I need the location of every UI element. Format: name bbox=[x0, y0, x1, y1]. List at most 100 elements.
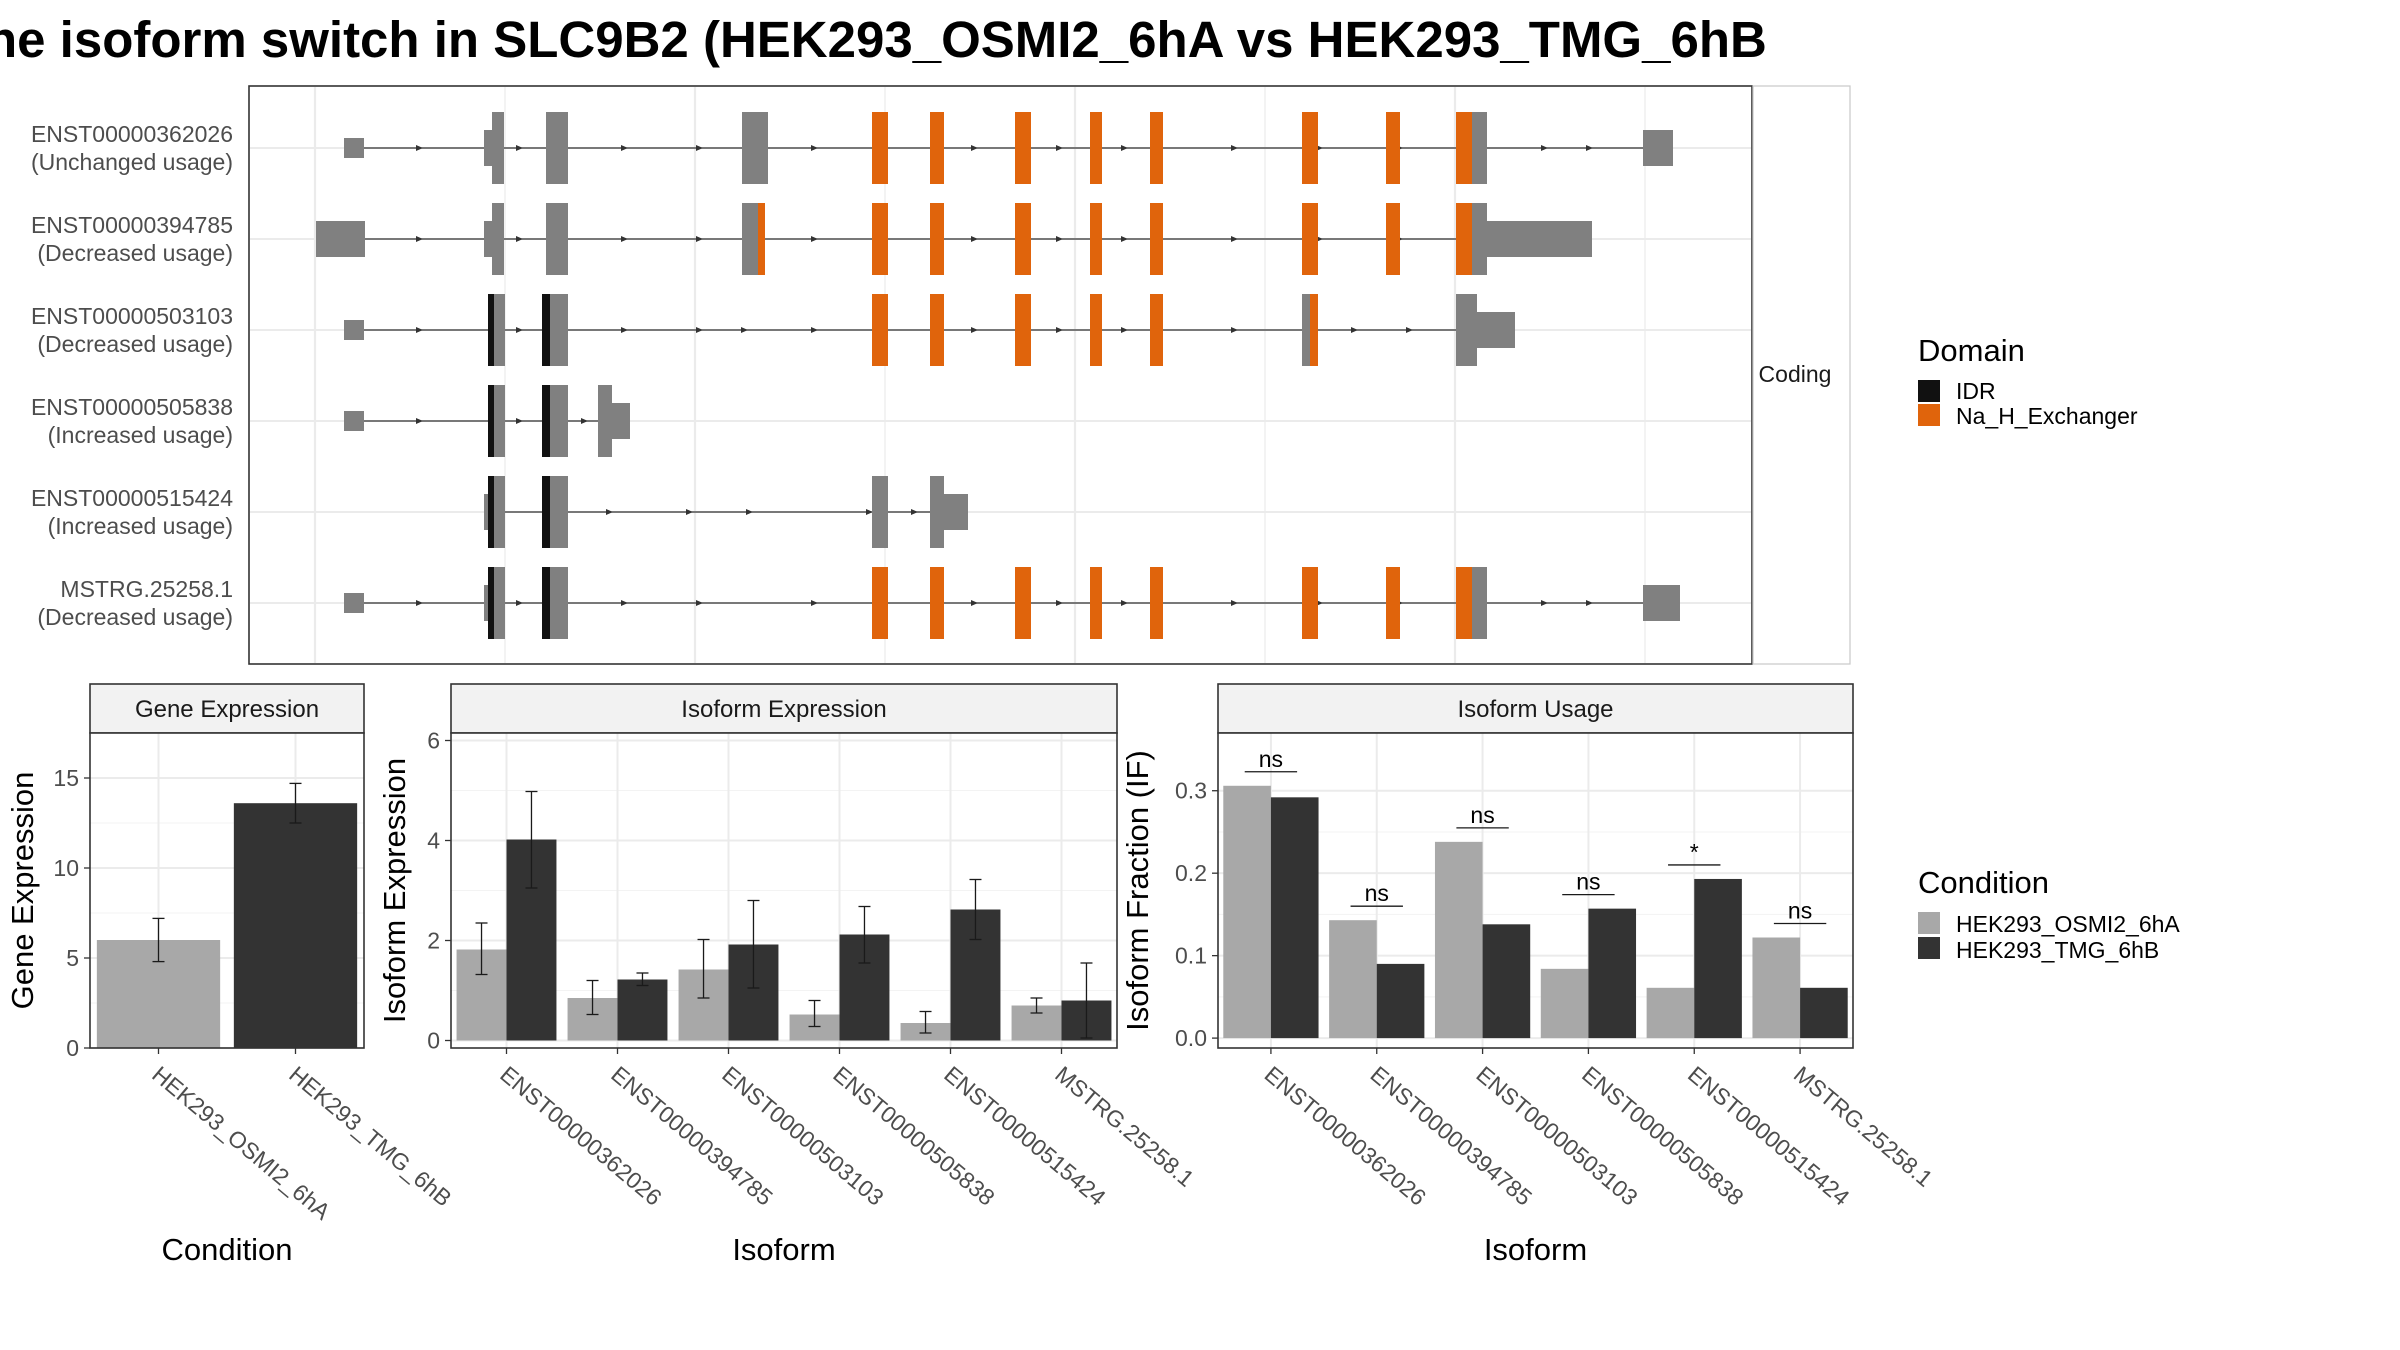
intron-direction-arrow bbox=[1121, 145, 1128, 151]
condition-legend-title: Condition bbox=[1918, 865, 2049, 900]
y-tick-label: 0.2 bbox=[1175, 860, 1207, 886]
bar bbox=[1482, 924, 1531, 1039]
intron-direction-arrow bbox=[621, 327, 628, 333]
bar bbox=[1646, 987, 1695, 1039]
exon-block bbox=[1472, 203, 1487, 275]
bar bbox=[1800, 987, 1848, 1039]
intron-direction-arrow bbox=[416, 600, 423, 606]
exon-block bbox=[930, 476, 944, 548]
exon-block bbox=[488, 294, 494, 366]
transcript-id-label: ENST00000503103 bbox=[31, 303, 233, 329]
exon-block bbox=[1310, 294, 1318, 366]
exon-block bbox=[1487, 221, 1592, 257]
exon-block bbox=[1015, 294, 1031, 366]
intron-direction-arrow bbox=[696, 236, 703, 242]
exon-block bbox=[494, 476, 505, 548]
intron-direction-arrow bbox=[1231, 600, 1238, 606]
exon-block bbox=[872, 476, 888, 548]
transcript-usage-label: (Increased usage) bbox=[48, 513, 233, 539]
exon-block bbox=[742, 112, 758, 184]
y-tick-label: 0.3 bbox=[1175, 778, 1207, 804]
figure-title: he isoform switch in SLC9B2 (HEK293_OSMI… bbox=[0, 11, 1767, 68]
y-tick-label: 6 bbox=[427, 728, 440, 754]
exon-block bbox=[542, 567, 550, 639]
exon-block bbox=[1456, 112, 1472, 184]
intron-direction-arrow bbox=[621, 600, 628, 606]
exon-block bbox=[1472, 567, 1487, 639]
intron-direction-arrow bbox=[416, 418, 423, 424]
intron-direction-arrow bbox=[1231, 327, 1238, 333]
intron-direction-arrow bbox=[516, 145, 523, 151]
transcript-structure-panel: Coding ENST00000362026(Unchanged usage)E… bbox=[31, 85, 1851, 665]
intron-direction-arrow bbox=[621, 236, 628, 242]
exon-block bbox=[546, 385, 568, 457]
intron-direction-arrow bbox=[1056, 236, 1063, 242]
x-axis-title: Isoform bbox=[1484, 1232, 1587, 1267]
chart-title: Gene Expression bbox=[135, 696, 319, 723]
intron-direction-arrow bbox=[971, 327, 978, 333]
chart-isoform-expression: Isoform ExpressionENST00000362026ENST000… bbox=[377, 683, 1199, 1267]
exon-block bbox=[492, 203, 504, 275]
exon-block bbox=[1015, 112, 1031, 184]
intron-direction-arrow bbox=[1541, 145, 1548, 151]
exon-block bbox=[542, 294, 550, 366]
exon-block bbox=[872, 567, 888, 639]
exon-block bbox=[494, 567, 505, 639]
exon-block bbox=[1090, 203, 1102, 275]
exon-block bbox=[344, 138, 364, 158]
bar bbox=[1376, 963, 1425, 1039]
chart-title: Isoform Usage bbox=[1457, 696, 1613, 723]
exon-block bbox=[1477, 312, 1515, 348]
chart-strip bbox=[89, 683, 365, 734]
plot-border bbox=[450, 732, 1118, 1049]
exon-block bbox=[488, 385, 494, 457]
intron-direction-arrow bbox=[1586, 145, 1593, 151]
intron-direction-arrow bbox=[696, 327, 703, 333]
legend-swatch-idr bbox=[1918, 380, 1940, 402]
exon-block bbox=[1456, 294, 1477, 366]
intron-direction-arrow bbox=[1586, 600, 1593, 606]
intron-direction-arrow bbox=[811, 236, 818, 242]
exon-block bbox=[930, 567, 944, 639]
structure-panel-border bbox=[248, 85, 1753, 665]
exon-block bbox=[1302, 294, 1310, 366]
intron-direction-arrow bbox=[971, 236, 978, 242]
bar-charts: Gene ExpressionHEK293_OSMI2_6hAHEK293_TM… bbox=[5, 683, 1938, 1267]
x-axis-title: Condition bbox=[162, 1232, 293, 1267]
intron-direction-arrow bbox=[811, 327, 818, 333]
chart-strip bbox=[450, 683, 1118, 734]
significance-label: ns bbox=[1365, 880, 1389, 906]
exon-block bbox=[344, 593, 364, 613]
bar bbox=[1223, 785, 1271, 1039]
intron-direction-arrow bbox=[1121, 236, 1128, 242]
intron-direction-arrow bbox=[416, 327, 423, 333]
exon-block bbox=[1643, 130, 1673, 166]
y-tick-label: 5 bbox=[66, 945, 79, 971]
exon-block bbox=[542, 385, 550, 457]
y-tick-label: 4 bbox=[427, 828, 440, 854]
bar bbox=[233, 803, 358, 1048]
intron-direction-arrow bbox=[581, 418, 588, 424]
structure-strip bbox=[1752, 85, 1851, 665]
exon-block bbox=[1015, 203, 1031, 275]
plot-border bbox=[1217, 732, 1854, 1049]
intron-direction-arrow bbox=[1056, 600, 1063, 606]
significance-label: ns bbox=[1576, 869, 1600, 895]
exon-block bbox=[758, 203, 765, 275]
transcript-row bbox=[344, 294, 1515, 366]
significance-label: ns bbox=[1470, 802, 1494, 828]
legend-label-tmg: HEK293_TMG_6hB bbox=[1956, 937, 2159, 963]
exon-block bbox=[872, 294, 888, 366]
exon-block bbox=[1472, 112, 1487, 184]
bar bbox=[1588, 908, 1637, 1039]
exon-block bbox=[488, 476, 494, 548]
intron-direction-arrow bbox=[416, 236, 423, 242]
intron-direction-arrow bbox=[516, 327, 523, 333]
legend-swatch-na-h-exchanger bbox=[1918, 404, 1940, 426]
domain-legend-title: Domain bbox=[1918, 333, 2025, 368]
exon-block bbox=[542, 476, 550, 548]
transcript-usage-label: (Decreased usage) bbox=[37, 331, 233, 357]
intron-direction-arrow bbox=[866, 509, 873, 515]
exon-block bbox=[494, 385, 505, 457]
